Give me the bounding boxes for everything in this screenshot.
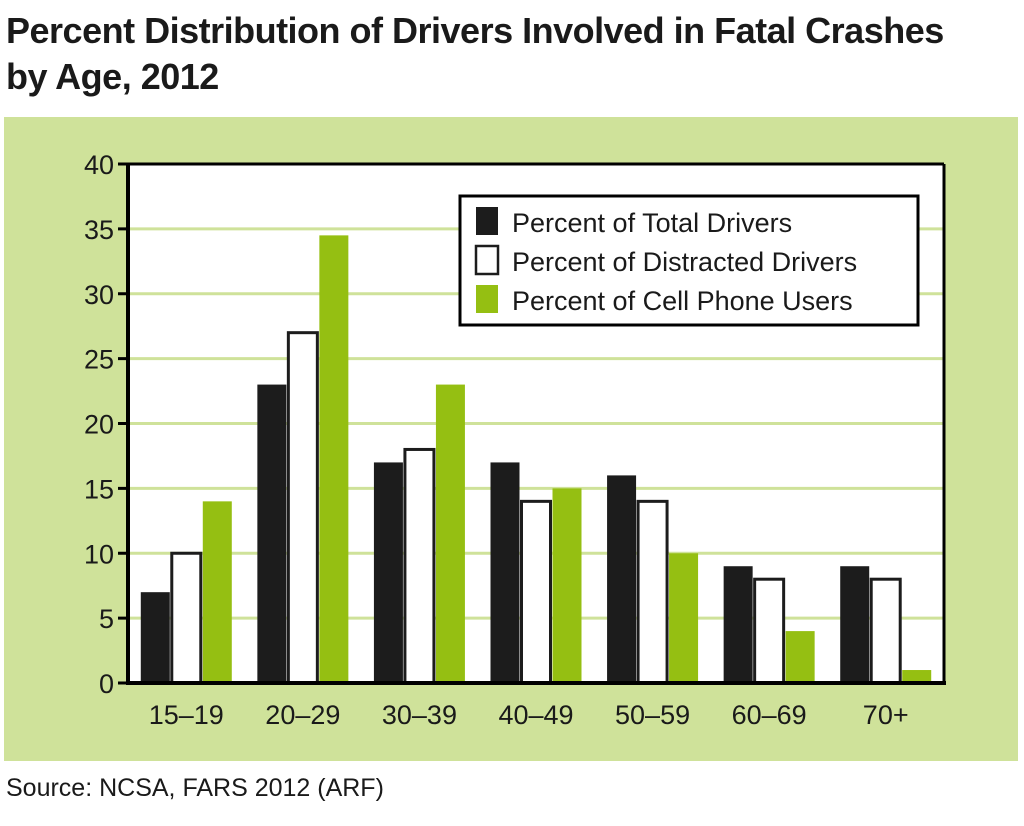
chart-title: Percent Distribution of Drivers Involved…	[6, 8, 1016, 100]
bar-total-drivers	[257, 384, 287, 683]
y-tick-label: 40	[84, 150, 114, 180]
bar-distracted-drivers	[753, 577, 786, 685]
legend-box	[458, 194, 920, 327]
x-axis-ticks: 15–19 20–29 30–39 40–49 50–59 60–69 70+	[149, 700, 909, 730]
legend-swatch	[474, 244, 500, 276]
legend-label: Percent of Distracted Drivers	[512, 247, 857, 277]
legend-swatch	[476, 285, 498, 313]
bar-cell-phone-users	[319, 235, 349, 684]
bar-cell-phone-users	[785, 631, 815, 683]
chart-title-line-1: Percent Distribution of Drivers Involved…	[6, 10, 944, 51]
bar-cell-phone-users	[552, 488, 582, 683]
bar-distracted-drivers	[636, 499, 669, 685]
bar-cell-phone-users	[202, 501, 232, 683]
y-tick-label: 30	[84, 280, 114, 310]
y-tick-label: 5	[99, 604, 114, 634]
x-tick-label: 50–59	[615, 700, 690, 730]
legend-label: Percent of Total Drivers	[512, 208, 792, 238]
bar-cell-phone-users	[902, 670, 932, 683]
x-tick-label: 60–69	[732, 700, 807, 730]
x-tick-label: 30–39	[382, 700, 457, 730]
y-tick-label: 20	[84, 410, 114, 440]
y-tick-label: 25	[84, 345, 114, 375]
source-note: Source: NCSA, FARS 2012 (ARF)	[6, 774, 384, 802]
bar-total-drivers	[140, 592, 170, 683]
legend-swatch	[476, 207, 498, 235]
y-tick-label: 35	[84, 215, 114, 245]
bar-total-drivers	[373, 462, 403, 683]
bar-distracted-drivers	[869, 577, 902, 685]
legend: Percent of Total Drivers Percent of Distr…	[458, 194, 920, 327]
bar-distracted-drivers	[403, 447, 436, 685]
legend-label: Percent of Cell Phone Users	[512, 286, 853, 316]
bar-total-drivers	[840, 566, 870, 683]
x-tick-label: 15–19	[149, 700, 224, 730]
bar-total-drivers	[607, 475, 637, 683]
bar-distracted-drivers	[520, 499, 552, 685]
bar-total-drivers	[490, 462, 520, 683]
chart-title-line-2: by Age, 2012	[6, 56, 219, 97]
bar-cell-phone-users	[669, 553, 699, 683]
y-axis-ticks: 0 5 10 15 20 25 30 35 40	[84, 150, 128, 699]
x-tick-label: 70+	[863, 700, 909, 730]
x-tick-label: 20–29	[265, 700, 340, 730]
bar-total-drivers	[723, 566, 753, 683]
bar-cell-phone-users	[435, 384, 465, 683]
bar-distracted-drivers	[170, 551, 203, 685]
y-tick-label: 15	[84, 474, 114, 504]
y-tick-label: 0	[99, 669, 114, 699]
bar-distracted-drivers	[286, 331, 319, 685]
y-tick-label: 10	[84, 539, 114, 569]
chart-panel: 0 5 10 15 20 25 30 35 40 15–19 20–29 30–39 40–49 50–…	[4, 117, 1018, 761]
x-tick-label: 40–49	[498, 700, 573, 730]
bars	[140, 235, 932, 685]
